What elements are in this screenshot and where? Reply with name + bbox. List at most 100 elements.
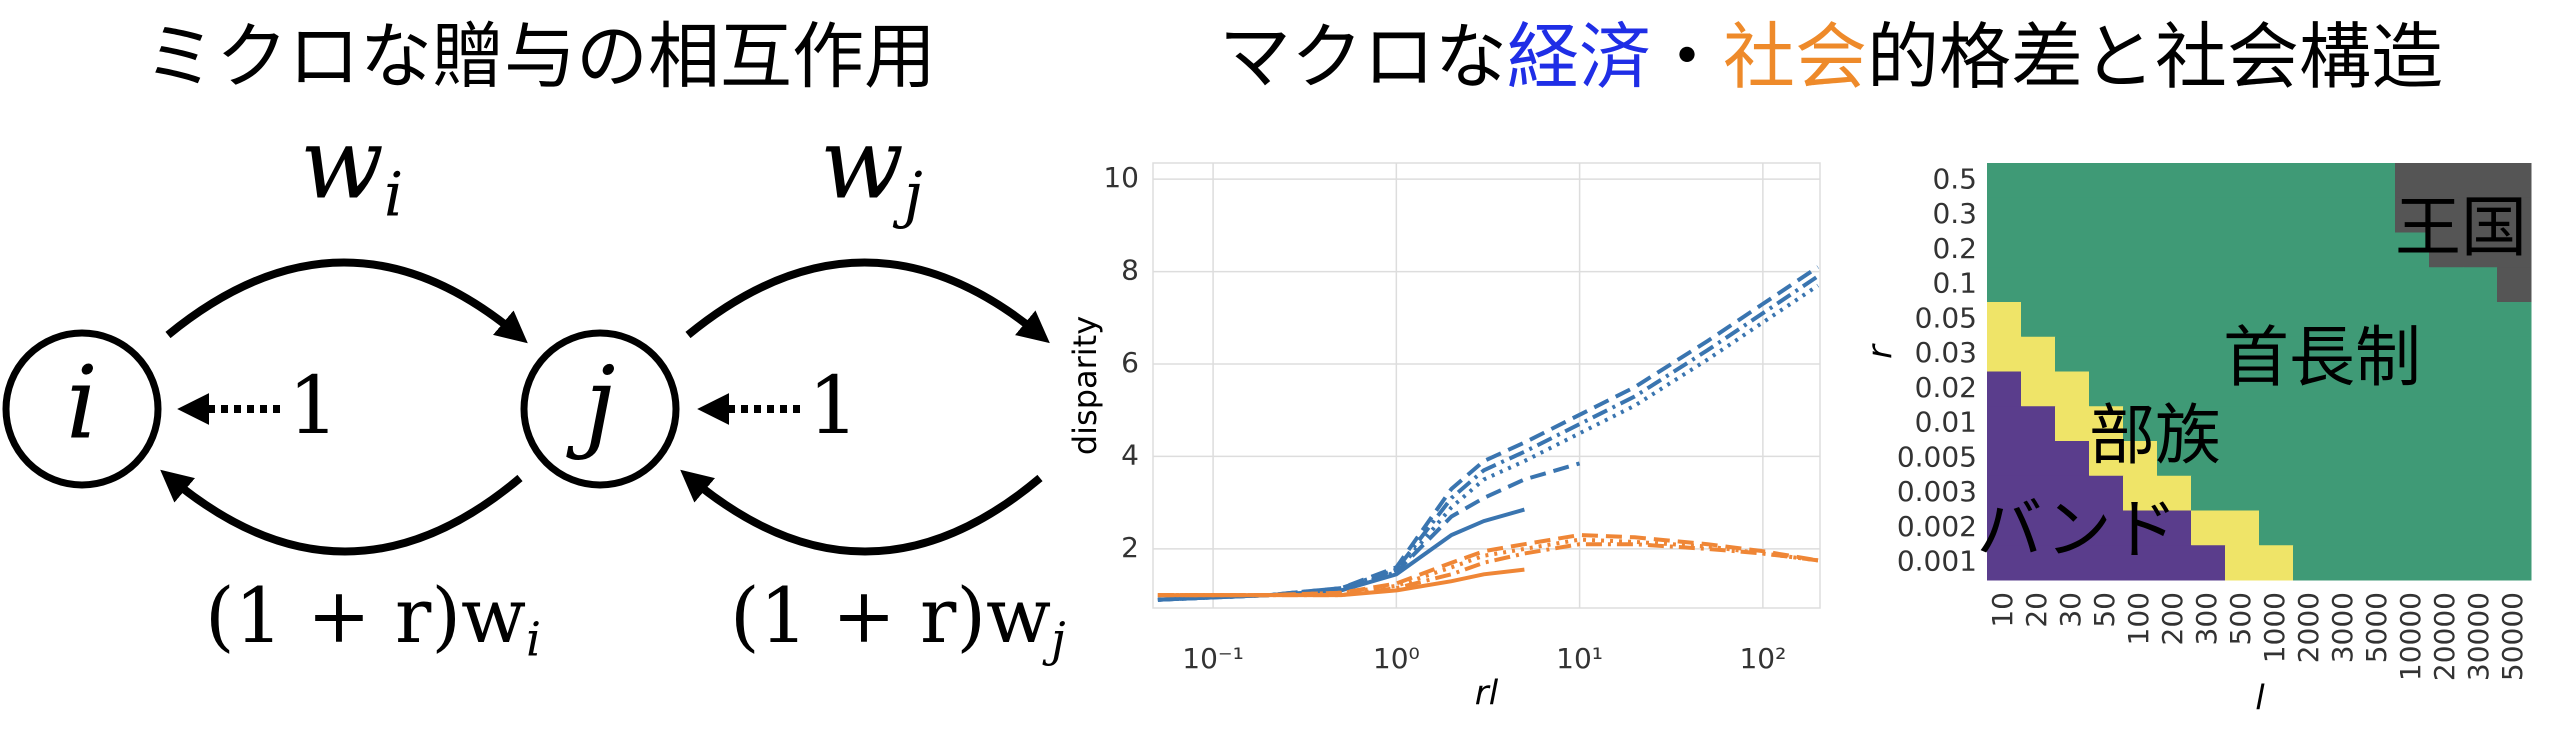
heatmap-cell [2293,302,2328,338]
heatmap-cell [2463,267,2498,303]
heatmap-cell [2429,163,2464,199]
heatmap-cell [2123,163,2158,199]
heatmap-cell [1987,267,2022,303]
heatmap-cell [2497,371,2532,407]
heatmap-cell [2259,163,2294,199]
heatmap-cell [2259,441,2294,477]
heatmap-cell [2429,197,2464,233]
heatmap-cell [2055,406,2090,442]
heatmap-cell [2055,336,2090,372]
heatmap-cell [2429,267,2464,303]
x-tick-label: 10 [1986,592,2019,628]
panel-title-part: 的格差と社会構造 [1867,15,2443,99]
heatmap-cell [2327,545,2362,581]
panel-title-part: 経済 [1507,15,1651,99]
heatmap-cell [2123,441,2158,477]
heatmap-cell [2259,510,2294,546]
heatmap-cell [2191,371,2226,407]
series-line [1157,567,1525,598]
heatmap-cell [2021,336,2056,372]
x-tick-label: 50 [2088,592,2121,628]
heatmap-cell [2123,475,2158,511]
heatmap-cell [2055,197,2090,233]
x-tick-label: 10000 [2394,592,2427,681]
heatmap-cell [2021,267,2056,303]
heatmap-cell [2293,197,2328,233]
heatmap-cell [2191,197,2226,233]
y-tick-label: 0.01 [1915,406,1977,439]
x-tick-label: 2000 [2292,592,2325,663]
heatmap-cell [2157,232,2192,268]
heatmap-cell [2191,163,2226,199]
heatmap-cell [2225,371,2260,407]
heatmap-cell [2293,336,2328,372]
return-label: (1 + r)w [730,571,1051,660]
heatmap-cell [1987,441,2022,477]
heatmap-cell [2123,510,2158,546]
heatmap-cell [2361,475,2396,511]
heatmap-cell [2089,336,2124,372]
y-tick-label: 0.3 [1932,197,1977,230]
heatmap-cell [2123,406,2158,442]
heatmap-cell [2259,406,2294,442]
series-line [1157,274,1820,602]
heatmap-cell [2497,336,2532,372]
x-tick-label: 1000 [2258,592,2291,663]
x-tick-label: 10⁰ [1373,642,1420,675]
heatmap-cell [2361,441,2396,477]
heatmap-cell [1987,232,2022,268]
heatmap-cell [2191,302,2226,338]
node-circle [2,329,162,489]
heatmap-cell [2055,475,2090,511]
heatmap-cell [2225,232,2260,268]
heatmap-cell [2361,545,2396,581]
y-tick-label: 0.005 [1897,440,1977,473]
heatmap-cell [2429,336,2464,372]
heatmap-cell [2191,510,2226,546]
heatmap-cell [2463,197,2498,233]
heatmap-cell [2259,336,2294,372]
heatmap-cell [2089,302,2124,338]
unit-label: 1 [808,359,859,452]
heatmap-cell [2327,510,2362,546]
heatmap-cell [2429,232,2464,268]
heatmap-cell [2089,545,2124,581]
y-tick-label: 0.05 [1915,301,1977,334]
heatmap-cell [2361,302,2396,338]
heatmap-cell [2089,475,2124,511]
heatmap-cell [1987,336,2022,372]
heatmap-cell [2021,302,2056,338]
heatmap-cell [2191,336,2226,372]
heatmap-cell [2293,371,2328,407]
heatmap-cell [2089,232,2124,268]
heatmap-cell [2157,197,2192,233]
heatmap-cell [2225,441,2260,477]
heatmap-cell [2463,163,2498,199]
heatmap-cell [2395,197,2430,233]
heatmap-cell [2259,545,2294,581]
heatmap-cell [2429,545,2464,581]
heatmap-cell [2395,475,2430,511]
heatmap-cell [2497,406,2532,442]
heatmap-cell [2327,232,2362,268]
heatmap-cell [2293,406,2328,442]
heatmap-cell [2361,336,2396,372]
x-tick-label: 30 [2054,592,2087,628]
heatmap-cell [2429,371,2464,407]
heatmap-cell [1987,545,2022,581]
heatmap-cell [2021,475,2056,511]
node-label: j [565,345,615,462]
heatmap-cell [2327,197,2362,233]
y-tick-label: 0.5 [1932,162,1977,195]
return-label-sub: i [526,612,541,667]
node-label: i [66,345,98,462]
heatmap-cell [2429,475,2464,511]
class-label: バンド [1976,491,2177,568]
heatmap-cell [2497,545,2532,581]
heatmap-cell [2395,371,2430,407]
heatmap-cell [2361,197,2396,233]
heatmap-cell [2327,336,2362,372]
heatmap-cell [2021,406,2056,442]
heatmap-cell [2429,406,2464,442]
